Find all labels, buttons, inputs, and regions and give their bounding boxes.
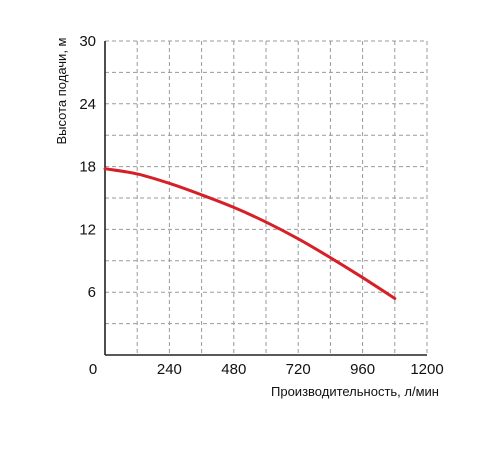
x-tick-labels: 0 240 480 720 960 1200 — [89, 361, 444, 378]
x-tick-label: 480 — [221, 361, 246, 378]
series-line — [103, 167, 397, 300]
x-tick-label: 1200 — [410, 361, 443, 378]
y-tick-label: 18 — [79, 159, 96, 176]
y-axis-title: Высота подачи, м — [54, 37, 69, 144]
y-tick-label: 24 — [79, 96, 96, 113]
x-tick-label: 240 — [157, 361, 182, 378]
y-tick-label: 6 — [88, 284, 96, 301]
x-tick-label: 720 — [286, 361, 311, 378]
series-group — [103, 167, 397, 300]
y-tick-labels: 6 12 18 24 30 — [79, 33, 96, 301]
axes — [104, 41, 427, 356]
x-tick-label: 0 — [89, 361, 97, 378]
x-tick-label: 960 — [350, 361, 375, 378]
x-axis-title: Производительность, л/мин — [271, 384, 439, 399]
y-tick-label: 30 — [79, 33, 96, 50]
y-tick-label: 12 — [79, 221, 96, 238]
grid — [105, 40, 428, 355]
